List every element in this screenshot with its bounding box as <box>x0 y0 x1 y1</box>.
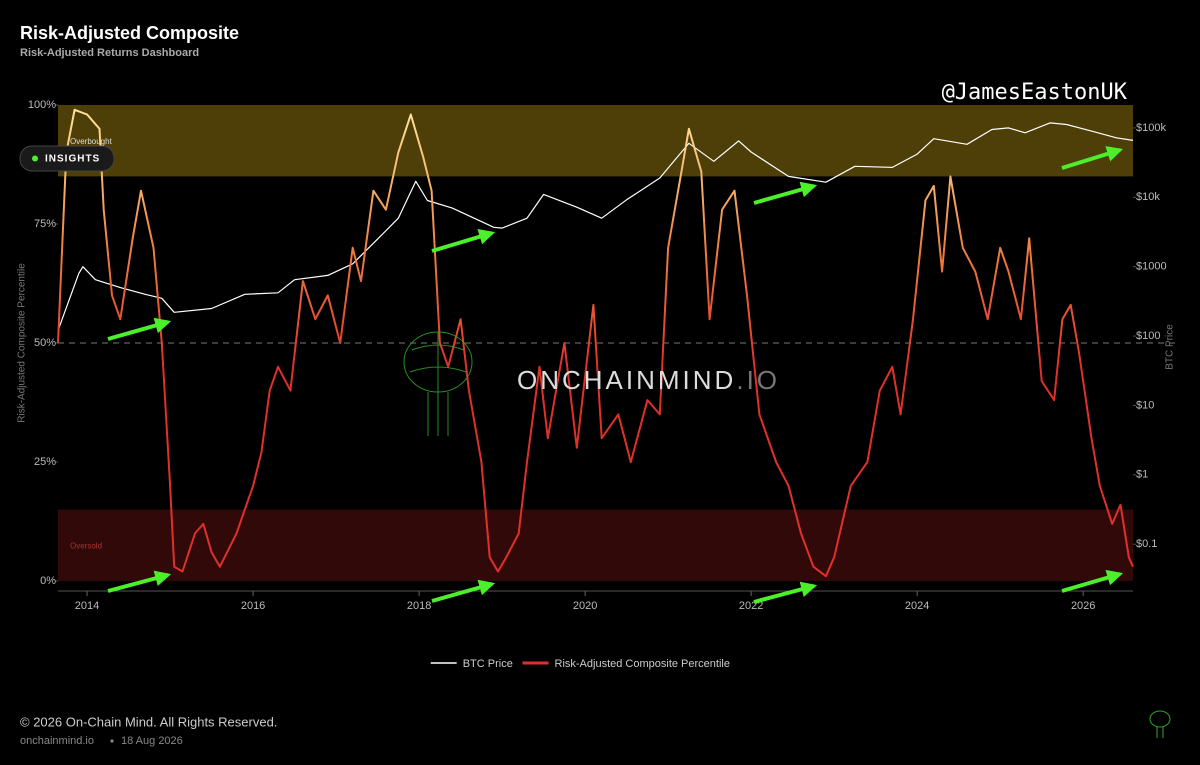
arrow <box>431 229 496 253</box>
footer-date: 18 Aug 2026 <box>121 735 183 747</box>
handle: @JamesEastonUK <box>942 80 1128 105</box>
legend-label: BTC Price <box>463 658 513 670</box>
y2-tick-label: $10 <box>1136 399 1154 411</box>
y-tick-label: 25% <box>34 456 56 468</box>
y2-tick-label: $1 <box>1136 469 1148 481</box>
watermark-text: ONCHAINMIND.IO <box>517 365 780 395</box>
x-tick-label: 2020 <box>573 600 597 612</box>
arrows <box>107 146 1124 604</box>
plot-area: Overbought Oversold 0% 25% 50% 75% 100% $0.1 $1 $… <box>17 99 1176 612</box>
band-label: Oversold <box>70 542 102 551</box>
insights-dot <box>32 155 38 162</box>
band <box>58 509 1133 581</box>
arrow <box>107 570 172 593</box>
subtitle: Risk-Adjusted Returns Dashboard <box>20 47 199 59</box>
band-label: Overbought <box>70 137 113 146</box>
brain-icon <box>403 331 473 436</box>
x-tick-label: 2026 <box>1071 600 1095 612</box>
band <box>58 105 1133 177</box>
arrow <box>753 181 818 205</box>
watermark: ONCHAINMIND.IO <box>403 331 780 436</box>
y-tick-label: 0% <box>40 575 56 587</box>
y-tick-label: 100% <box>28 99 56 111</box>
insights-pill[interactable] <box>19 145 115 172</box>
x-tick-label: 2016 <box>241 600 265 612</box>
arrow <box>431 579 496 603</box>
y2-tick-label: $0.1 <box>1136 538 1157 550</box>
watermark-main: ONCHAINMIND <box>517 365 736 395</box>
y2-tick-label: $1000 <box>1136 261 1167 273</box>
arrow <box>1061 569 1124 593</box>
arrow <box>753 581 818 604</box>
x-tick-label: 2018 <box>407 600 431 612</box>
copyright: © 2026 On-Chain Mind. All Rights Reserve… <box>20 714 277 729</box>
watermark-suffix: .IO <box>736 365 780 395</box>
legend-label: Risk-Adjusted Composite Percentile <box>555 658 730 670</box>
y2-tick-label: $100 <box>1136 330 1160 342</box>
y2-axis-label: BTC Price <box>1165 324 1176 370</box>
y-tick-label: 50% <box>34 337 56 349</box>
insights-label[interactable]: INSIGHTS <box>45 154 100 165</box>
arrow <box>1061 146 1124 170</box>
arrow <box>107 317 172 341</box>
title: Risk-Adjusted Composite <box>20 23 239 43</box>
x-tick-label: 2024 <box>905 600 929 612</box>
y2-tick-label: $10k <box>1136 191 1160 203</box>
series-line <box>57 108 1134 578</box>
y-tick-label: 75% <box>34 218 56 230</box>
y2-tick-label: $100k <box>1136 122 1166 134</box>
footer-site: onchainmind.io <box>20 735 94 747</box>
footer-logo <box>1149 710 1171 738</box>
legend: BTC Price Risk-Adjusted Composite Percent… <box>430 658 730 670</box>
series-line <box>57 122 1134 331</box>
footer-dot <box>110 739 114 743</box>
y-axis-label: Risk-Adjusted Composite Percentile <box>17 263 28 423</box>
insights-button[interactable]: INSIGHTS <box>19 145 115 172</box>
x-tick-label: 2014 <box>75 600 99 612</box>
